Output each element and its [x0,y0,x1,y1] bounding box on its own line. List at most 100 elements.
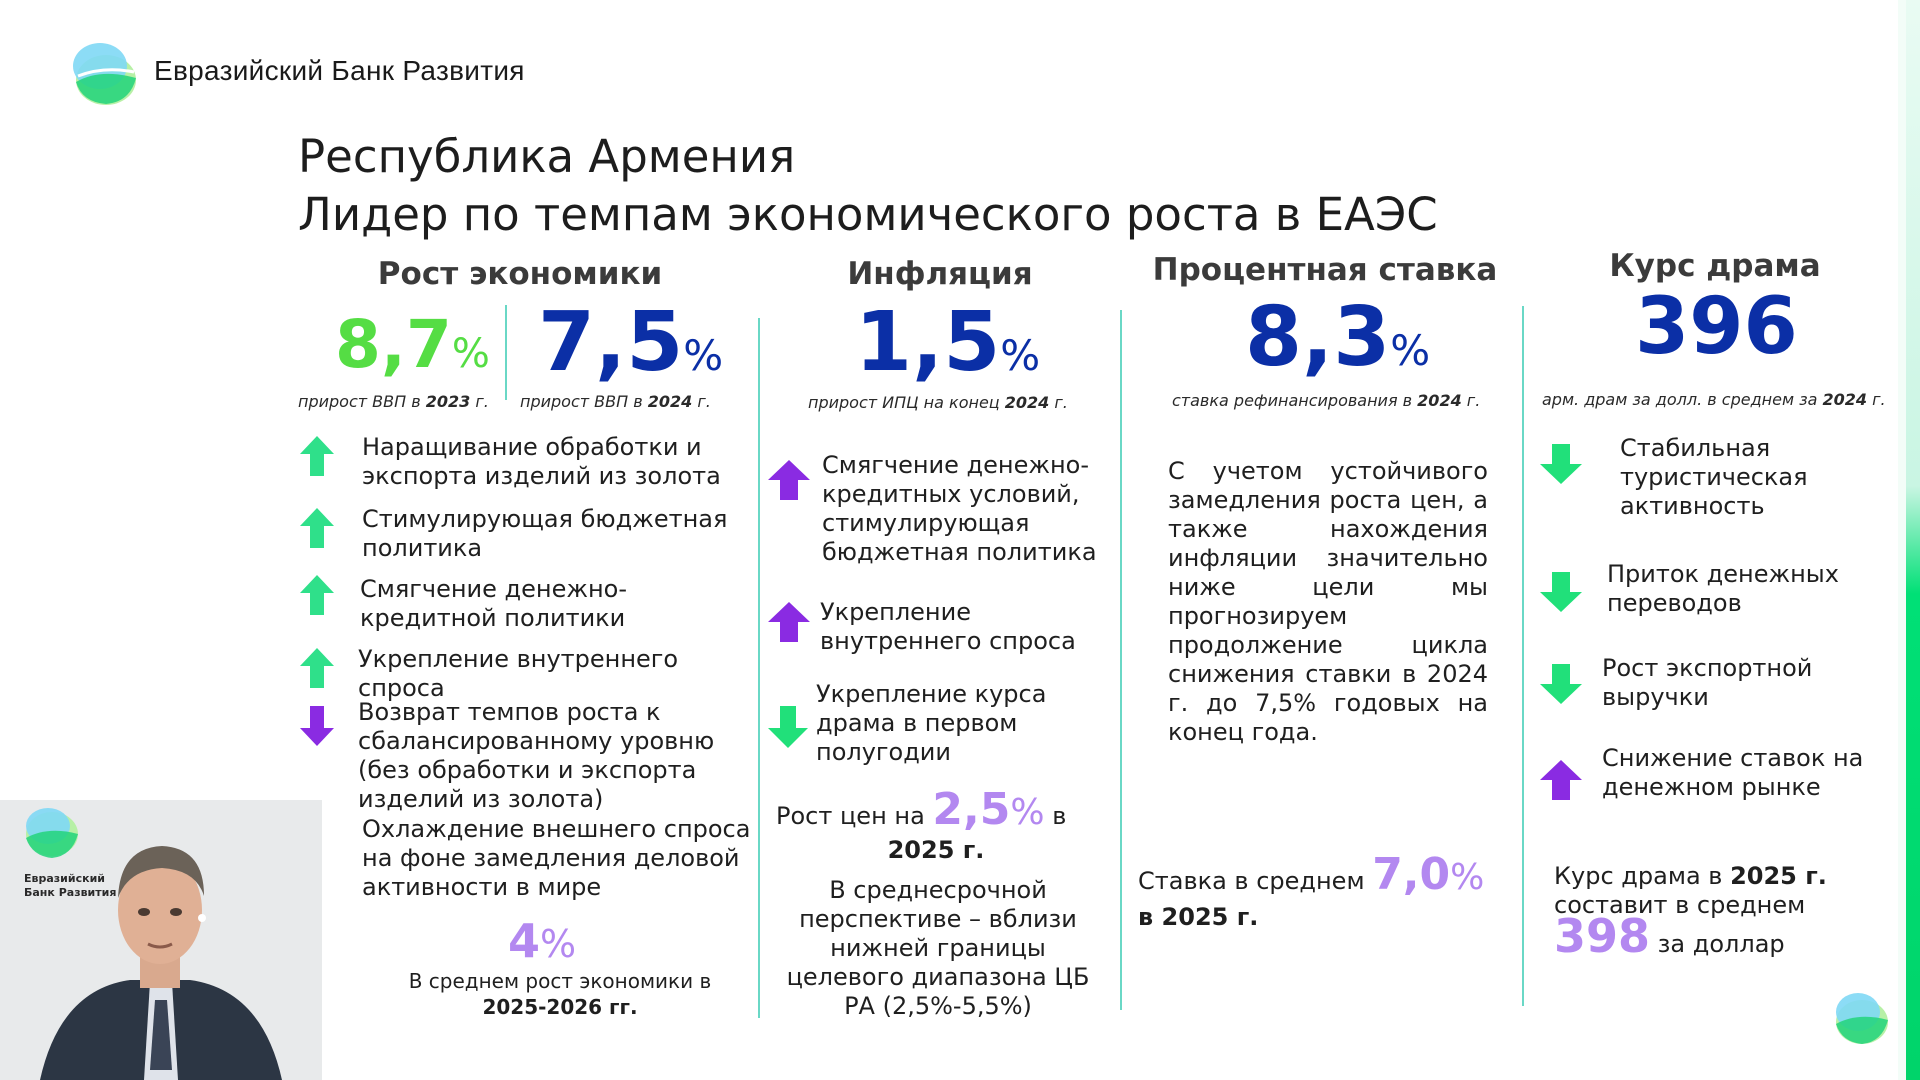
growth-2023-label: прирост ВВП в 2023 г. [298,392,489,411]
dram-forecast-suffix: за доллар [1657,930,1785,958]
arrow-down-green-icon [768,706,808,748]
rate-forecast-unit: % [1450,857,1485,898]
dram-value: 396 [1635,282,1798,372]
growth-2023-label-prefix: прирост ВВП в [298,392,426,411]
dram-forecast-line2: составит в среднем [1554,891,1806,919]
inflation-factor-3: Укрепление курса драма в первом полугоди… [816,680,1047,766]
dram-label-prefix: арм. драм за долл. в среднем за [1542,390,1823,409]
growth-factor-1: Наращивание обработки и экспорта изделий… [362,433,721,490]
right-edge-strip [1906,0,1920,1080]
right-edge-strip-light [1898,0,1906,1080]
rate-outlook-text: С учетом устойчивого замедления роста це… [1168,457,1488,746]
heading-rate: Процентная ставка [1152,252,1498,288]
dram-factor-2: Приток денежных переводов [1607,560,1839,617]
rate-forecast-year: в 2025 г. [1138,903,1259,931]
growth-2023-label-suffix: г. [470,392,489,411]
growth-forecast-caption: В среднем рост экономики в 2025-2026 гг. [360,968,760,1020]
divider-col3 [1522,306,1524,1006]
dram-forecast: Курс драма в 2025 г. составит в среднем … [1554,862,1884,959]
dram-forecast-number: 398 [1554,909,1651,963]
slide-title-line1: Республика Армения [298,130,796,183]
inflation-forecast: Рост цен на 2,5% в [776,788,1116,836]
growth-2023-label-year: 2023 [425,392,471,411]
growth-forecast-caption-years: 2025-2026 гг. [482,995,638,1019]
growth-forecast-unit: % [540,922,577,966]
rate-label: ставка рефинансирования в 2024 г. [1172,391,1480,410]
webcam-video: Евразийский Банк Развития [0,800,322,1080]
growth-2024-unit: % [683,331,724,380]
arrow-up-purple-icon [1540,760,1582,800]
webcam-logo-text: Евразийский Банк Развития [24,872,117,899]
arrow-down-green-icon [1540,444,1582,484]
divider-col1 [758,318,760,1018]
dram-factor-3: Рост экспортной выручки [1602,654,1813,711]
rate-label-year: 2024 [1417,391,1462,410]
growth-factor-4: Укрепление внутреннего спроса [358,645,679,702]
dram-label: арм. драм за долл. в среднем за 2024 г. [1542,390,1886,409]
heading-growth: Рост экономики [377,256,663,292]
inflation-label-prefix: прирост ИПЦ на конец [808,393,1005,412]
bank-name: Евразийский Банк Развития [154,55,525,86]
arrow-up-green-icon [300,648,334,688]
rate-label-prefix: ставка рефинансирования в [1172,391,1418,410]
presenter-video-frame [0,800,322,1080]
dram-label-suffix: г. [1867,390,1886,409]
growth-factor-6: Охлаждение внешнего спроса на фоне замед… [362,815,751,901]
growth-2024-label-suffix: г. [692,392,711,411]
inflation-label-year: 2024 [1004,393,1050,412]
dram-forecast-prefix: Курс драма в [1554,862,1731,890]
inflation-number: 1,5 [855,295,1001,390]
rate-number: 8,3 [1245,290,1391,385]
heading-inflation: Инфляция [847,256,1033,292]
rate-value: 8,3% [1245,297,1430,379]
heading-dram: Курс драма [1609,248,1821,284]
inflation-label: прирост ИПЦ на конец 2024 г. [808,393,1068,412]
inflation-note: В среднесрочной перспективе – вблизи ниж… [786,876,1090,1020]
dram-forecast-year: 2025 г. [1730,862,1827,890]
divider-growth-stats [505,305,507,400]
dram-factor-1: Стабильная туристическая активность [1620,434,1808,520]
rate-forecast: Ставка в среднем 7,0% [1138,853,1518,901]
growth-2024-label: прирост ВВП в 2024 г. [520,392,711,411]
rate-forecast-prefix: Ставка в среднем [1138,867,1365,895]
growth-forecast-caption-text: В среднем рост экономики в [408,969,712,993]
arrow-down-purple-icon [300,706,334,746]
slide-title-line2: Лидер по темпам экономического роста в Е… [298,188,1438,241]
inflation-forecast-suffix: в [1052,802,1067,830]
arrow-up-purple-icon [768,460,810,500]
inflation-forecast-year: 2025 г. [887,836,985,864]
corner-logo-icon [1836,993,1888,1044]
bank-logo-icon [73,43,136,105]
rate-label-suffix: г. [1461,391,1481,410]
arrow-up-purple-icon [768,602,810,642]
growth-2024-label-prefix: прирост ВВП в [520,392,648,411]
growth-2024-number: 7,5 [538,295,684,390]
growth-2023-unit: % [451,331,490,377]
inflation-value: 1,5% [855,302,1040,384]
arrow-up-green-icon [300,508,334,548]
slide-title: Республика Армения Лидер по темпам эконо… [298,128,1438,244]
arrow-up-green-icon [300,575,334,615]
growth-factor-5: Возврат темпов роста к сбалансированному… [358,698,715,813]
inflation-forecast-unit: % [1010,792,1045,833]
growth-factor-3: Смягчение денежно-кредитной политики [360,575,628,632]
growth-2023-number: 8,7 [335,306,452,383]
dram-label-year: 2024 [1822,390,1868,409]
dram-factor-4: Снижение ставок на денежном рынке [1602,744,1864,801]
inflation-unit: % [1000,331,1041,380]
arrow-down-green-icon [1540,664,1582,704]
inflation-forecast-prefix: Рост цен на [776,802,925,830]
growth-factor-2: Стимулирующая бюджетная политика [362,505,728,562]
arrow-down-green-icon [1540,572,1582,612]
inflation-forecast-number: 2,5 [932,784,1011,835]
divider-col2 [1120,310,1122,1010]
arrow-up-green-icon [300,436,334,476]
growth-forecast-number: 4 [508,914,541,968]
rate-forecast-number: 7,0 [1372,849,1451,900]
growth-2024-value: 7,5% [538,302,723,384]
inflation-factor-1: Смягчение денежно-кредитных условий, сти… [822,451,1097,566]
growth-forecast-value: 4% [508,918,576,964]
growth-2024-label-year: 2024 [647,392,693,411]
inflation-label-suffix: г. [1049,393,1068,412]
rate-unit: % [1390,326,1431,375]
